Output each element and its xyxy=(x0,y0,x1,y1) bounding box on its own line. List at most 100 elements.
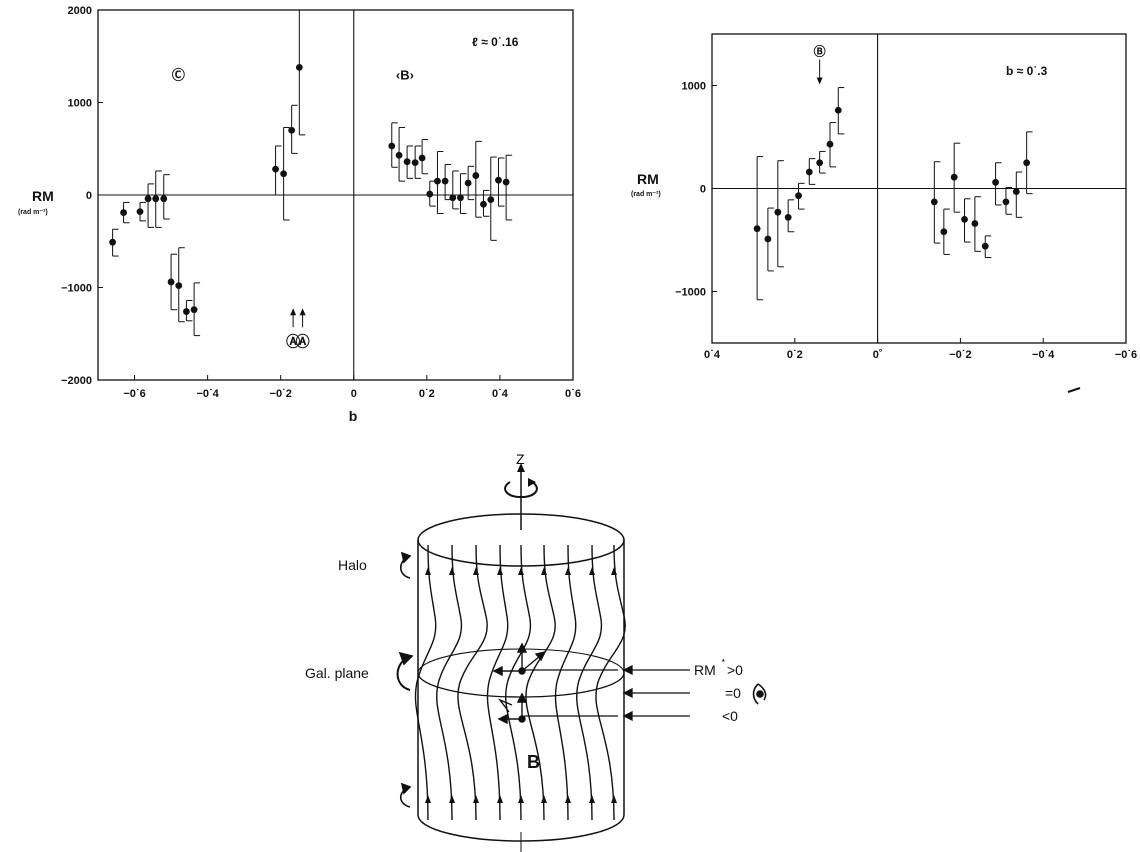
y-tick-label: 2000 xyxy=(68,5,92,17)
data-point xyxy=(816,150,826,174)
field-arrow-icon xyxy=(589,795,595,803)
y-tick-label: −1000 xyxy=(61,283,92,295)
data-point xyxy=(495,157,505,207)
point-marker xyxy=(992,178,999,186)
field-arrow-icon xyxy=(541,567,547,575)
data-point xyxy=(403,145,414,179)
y-axis-unit: (rad m⁻²) xyxy=(631,191,661,198)
x-tick-label: −0˙2 xyxy=(949,349,971,361)
marker-arrowhead-icon xyxy=(816,77,823,85)
point-marker xyxy=(418,154,426,162)
field-line xyxy=(414,544,437,821)
data-point xyxy=(971,196,981,252)
point-marker xyxy=(1012,188,1020,195)
field-arrow-icon xyxy=(541,795,547,803)
scan-mark xyxy=(1067,387,1081,393)
side-rotation-arrows xyxy=(396,551,414,808)
data-point xyxy=(449,170,459,210)
data-point xyxy=(457,173,467,214)
data-point xyxy=(1012,171,1023,218)
field-arrow-icon xyxy=(518,567,524,575)
chart-annotation-b: b ≈ 0˙.3 xyxy=(1006,64,1048,78)
field-arrow-icon xyxy=(565,795,571,803)
data-points xyxy=(753,87,1033,301)
data-point xyxy=(502,154,513,221)
field-arrow-icon xyxy=(425,795,431,803)
point-marker xyxy=(950,173,958,181)
point-marker xyxy=(272,165,279,173)
data-point xyxy=(388,122,398,168)
data-point xyxy=(834,87,845,135)
point-marker xyxy=(472,172,480,179)
point-marker xyxy=(144,195,152,203)
region-label: ‹B› xyxy=(396,67,414,82)
point-marker xyxy=(764,235,772,243)
data-point xyxy=(940,208,950,255)
x-tick-label: 0˙4 xyxy=(492,388,509,400)
data-point xyxy=(764,207,774,272)
data-point xyxy=(774,160,784,268)
data-point xyxy=(930,161,941,244)
field-arrow-icon xyxy=(497,567,503,575)
point-marker xyxy=(152,195,160,203)
point-marker xyxy=(120,209,127,216)
point-marker xyxy=(280,170,288,178)
data-point xyxy=(190,282,201,337)
data-point xyxy=(981,235,992,259)
data-point xyxy=(160,174,170,220)
point-marker xyxy=(395,151,403,159)
rm-star: * xyxy=(722,659,725,666)
rm-vs-l-chart: 0˙4 0˙2 0˚ −0˙2 −0˙4 −0˙6 1000 0 −1000 Ⓑ RM (rad… xyxy=(631,33,1137,361)
data-point xyxy=(464,165,475,201)
marker-arrowhead-icon xyxy=(290,308,297,316)
region-label: Ⓒ xyxy=(172,67,185,82)
point-marker xyxy=(480,200,487,208)
point-marker xyxy=(136,208,144,216)
x-tick-label: 0˙2 xyxy=(419,388,435,400)
marker-label: Ⓑ xyxy=(814,44,826,59)
point-marker xyxy=(816,159,824,167)
point-marker xyxy=(109,238,117,246)
point-marker xyxy=(774,208,782,216)
point-marker xyxy=(426,190,434,198)
marker-label: Ⓐ xyxy=(286,333,300,349)
y-tick-label: −1000 xyxy=(675,287,706,299)
point-marker xyxy=(971,220,979,227)
y-tick-label: 1000 xyxy=(682,81,706,93)
field-line xyxy=(595,544,626,821)
data-point xyxy=(167,253,178,311)
data-point xyxy=(1023,131,1033,195)
data-point xyxy=(109,228,119,257)
data-point xyxy=(826,122,836,168)
gal-plane-label: Gal. plane xyxy=(305,665,369,681)
data-point xyxy=(480,189,490,217)
chart-annotation-l: ℓ ≈ 0˙.16 xyxy=(472,35,519,49)
point-marker xyxy=(1023,159,1031,167)
point-marker xyxy=(487,196,495,204)
b-field-label: B xyxy=(527,752,540,772)
data-point xyxy=(411,145,422,179)
data-point xyxy=(280,126,290,221)
point-marker xyxy=(449,194,457,202)
field-arrow-icon xyxy=(589,567,595,575)
field-line xyxy=(576,544,603,821)
point-marker xyxy=(930,198,938,206)
data-point xyxy=(288,104,298,154)
point-marker xyxy=(961,216,968,223)
rotation-arrowhead-icon xyxy=(528,478,536,487)
data-point xyxy=(795,182,805,210)
data-point xyxy=(805,158,816,185)
point-marker xyxy=(441,177,449,185)
point-marker xyxy=(1002,198,1010,206)
point-marker xyxy=(826,140,834,148)
x-tick-label: 0˙2 xyxy=(787,349,803,361)
data-point xyxy=(395,126,406,182)
rm-eq-zero: =0 xyxy=(725,685,741,701)
point-marker xyxy=(403,158,411,166)
data-point xyxy=(152,170,162,228)
data-point xyxy=(183,299,193,322)
point-marker xyxy=(495,176,502,184)
point-marker xyxy=(160,195,168,203)
x-tick-label: −0˙4 xyxy=(196,388,219,400)
point-marker xyxy=(784,213,792,221)
